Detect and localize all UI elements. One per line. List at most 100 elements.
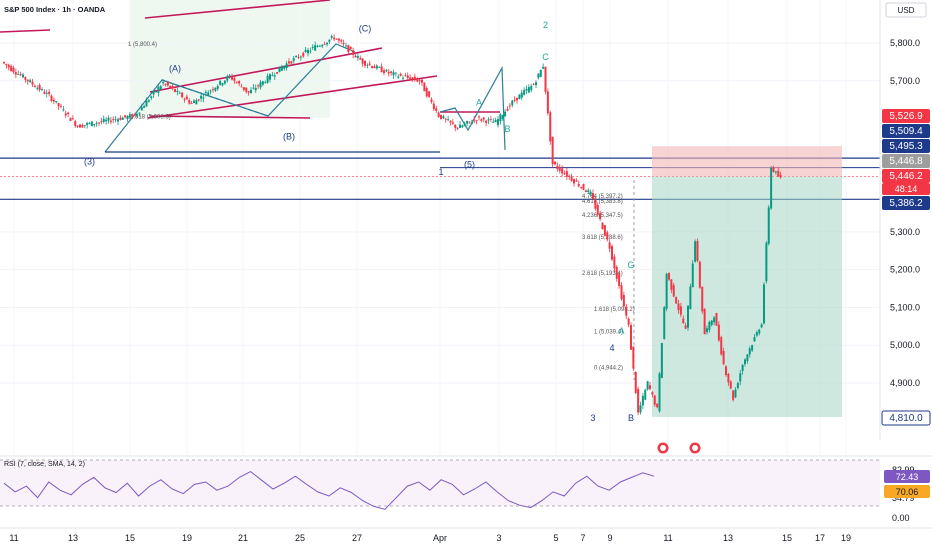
candle-body — [261, 81, 264, 85]
candle-body — [257, 85, 260, 87]
candle-body — [703, 309, 706, 335]
candle-body — [739, 373, 742, 382]
currency-label: USD — [898, 6, 915, 15]
short-position-box[interactable] — [652, 146, 842, 417]
candle-body — [411, 77, 414, 79]
candle-body — [269, 74, 271, 80]
candle-body — [480, 119, 483, 121]
fib-label: 2.618 (5,193.4) — [582, 271, 623, 277]
candle-body — [214, 87, 217, 91]
rsi-current-badge — [884, 470, 930, 483]
candle-body — [603, 225, 606, 236]
candle-body — [283, 65, 286, 69]
candle-body — [573, 179, 575, 184]
candle-body — [708, 322, 711, 330]
candle-body — [442, 116, 445, 119]
rsi-tick-label: 82.99 — [892, 465, 915, 475]
candle-body — [223, 80, 226, 84]
rsi-line — [3, 471, 655, 510]
candle-body — [755, 332, 758, 336]
wave-lines — [104, 43, 506, 153]
candle-body — [456, 127, 459, 129]
candle-body — [447, 119, 450, 121]
candle-body — [397, 76, 400, 78]
candle-body — [245, 87, 248, 92]
candle-body — [330, 36, 333, 38]
candle-body — [83, 125, 86, 127]
candle-body — [276, 72, 279, 74]
candle-body — [288, 61, 290, 64]
candle-body — [36, 87, 39, 89]
wave-label: A — [476, 97, 482, 107]
channel-lower — [147, 75, 438, 119]
candle-body — [475, 120, 478, 121]
candle-body — [556, 165, 559, 169]
price-tick-label: 5,200.0 — [890, 265, 920, 275]
candle-body — [150, 96, 153, 98]
time-tick-label: 19 — [182, 533, 192, 543]
candle-body — [147, 100, 150, 102]
candle-body — [152, 91, 155, 95]
candle-body — [226, 76, 229, 81]
candle-body — [371, 66, 374, 68]
price-tick-label: 5,700.0 — [890, 76, 920, 86]
candle-body — [641, 395, 644, 406]
candle-body — [26, 79, 29, 82]
price-tick-label: 5,000.0 — [890, 340, 920, 350]
candle-body — [136, 114, 138, 116]
candle-body — [660, 343, 663, 379]
currency-badge[interactable] — [885, 2, 927, 18]
fib-label: 1 (5,039.4) — [594, 329, 623, 335]
candle-body — [727, 373, 730, 383]
candle-body — [741, 364, 744, 371]
candle-body — [102, 118, 105, 122]
price-badge-label: 5,495.3 — [889, 141, 923, 152]
candle-body — [423, 82, 426, 92]
candle-body — [449, 120, 452, 123]
candle-body — [204, 91, 207, 94]
candle-body — [440, 114, 442, 119]
time-tick-label: 17 — [815, 533, 825, 543]
price-badge — [882, 196, 930, 210]
candle-body — [454, 124, 457, 128]
candle-body — [751, 345, 754, 351]
candle-body — [361, 58, 364, 64]
candle-body — [418, 80, 421, 82]
candle-body — [124, 115, 127, 118]
candle-body — [392, 72, 395, 76]
candle-body — [155, 91, 157, 93]
wave-label: 2 — [543, 20, 548, 30]
candle-body — [22, 74, 24, 78]
economic-event-icons[interactable] — [657, 442, 701, 454]
candle-body — [164, 83, 167, 85]
fib-labels: 1 (5,800.4) 1.618 (5,608.6) 4.764 (5,397.2… — [128, 42, 635, 371]
candle-body — [321, 44, 324, 47]
candle-body — [516, 97, 518, 101]
candle-body — [413, 76, 416, 81]
candle-body — [254, 88, 257, 91]
candle-body — [613, 256, 616, 269]
fib-label: 1.618 (5,098.2) — [594, 307, 635, 313]
candle-body — [587, 190, 590, 192]
rsi-ma-badge — [884, 485, 930, 498]
candle-body — [499, 114, 502, 122]
candle-body — [525, 88, 528, 91]
candle-body — [88, 123, 91, 124]
candle-body — [297, 57, 300, 58]
candles — [3, 34, 782, 416]
candle-body — [404, 75, 407, 77]
candle-body — [326, 42, 328, 45]
time-axis-ticks: 11 13 15 19 21 25 27 Apr 3 5 7 9 11 13 15 17 19 — [9, 533, 851, 543]
candle-body — [93, 124, 96, 126]
fib-label: 4.236 (5,347.5) — [582, 213, 623, 219]
candle-body — [29, 80, 32, 82]
candle-body — [478, 116, 480, 118]
candle-body — [112, 119, 115, 121]
candle-body — [601, 222, 604, 230]
countdown-badge — [882, 183, 930, 195]
candle-body — [765, 242, 768, 282]
candle-body — [74, 121, 77, 126]
candle-body — [307, 49, 309, 54]
